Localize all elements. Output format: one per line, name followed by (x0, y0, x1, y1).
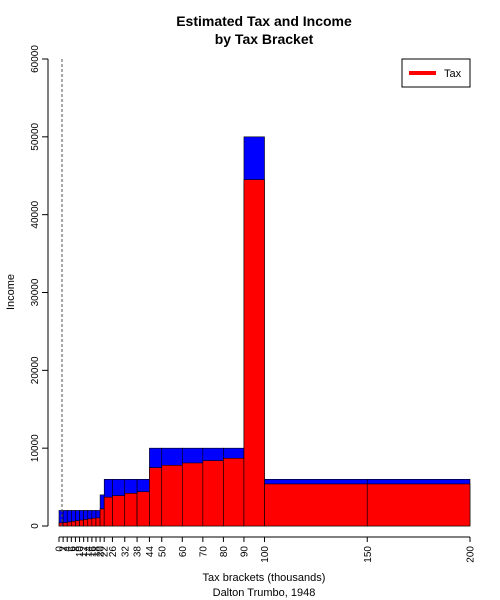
tax-bar-4 (75, 520, 80, 527)
x-tick-label-11: 22 (100, 546, 111, 558)
tax-bar-21 (264, 483, 368, 527)
x-axis-label: Tax brackets (thousands) (203, 572, 326, 584)
x-tick-label-21: 100 (260, 546, 271, 563)
tax-bar-16 (161, 464, 183, 527)
tax-bar-19 (223, 457, 245, 527)
x-tick-label-5: 10 (75, 546, 86, 558)
x-tick-label-3: 6 (67, 546, 78, 552)
x-tick-label-8: 16 (87, 546, 98, 558)
tax-bar-15 (149, 467, 163, 527)
x-tick-label-15: 44 (145, 546, 156, 558)
tax-bar-5 (79, 519, 84, 527)
x-tick-label-22: 150 (363, 546, 374, 563)
x-tick-label-0: 0 (55, 546, 66, 552)
x-tick-label-18: 70 (198, 546, 209, 558)
tax-bar-12 (112, 495, 126, 527)
tax-bar-17 (182, 462, 204, 527)
tax-bar-10 (99, 508, 105, 527)
y-tick-label-6: 60000 (30, 45, 41, 73)
x-tick-label-7: 14 (83, 546, 94, 558)
x-tick-label-6: 12 (79, 546, 90, 558)
legend-tax-label: Tax (444, 68, 462, 80)
tax-bar-13 (124, 493, 138, 527)
bars-group (58, 136, 471, 527)
x-tick-label-10: 20 (96, 546, 107, 558)
chart-title-line-1: Estimated Tax and Income (176, 13, 352, 29)
x-tick-label-1: 2 (59, 546, 70, 552)
x-tick-label-19: 80 (219, 546, 230, 558)
x-tick-label-14: 38 (133, 546, 144, 558)
x-tick-label-12: 26 (108, 546, 119, 558)
x-tick-label-20: 90 (239, 546, 250, 558)
tax-bar-20 (243, 179, 265, 527)
x-tick-label-17: 60 (178, 546, 189, 558)
tax-bar-6 (83, 519, 89, 527)
tax-bar-2 (66, 521, 72, 527)
chart-title-line-2: by Tax Bracket (215, 31, 314, 47)
y-tick-label-3: 30000 (30, 278, 41, 306)
tax-bar-7 (87, 518, 93, 527)
tax-bar-1 (62, 522, 68, 527)
x-tick-label-23: 200 (466, 546, 477, 563)
y-axis: 0 10000 20000 30000 40000 50000 60000 (30, 45, 49, 529)
x-tick-label-2: 4 (63, 546, 74, 552)
legend: Tax (401, 58, 471, 88)
tax-bar-22 (366, 483, 471, 527)
tax-bar-14 (136, 491, 150, 527)
tax-bar-11 (103, 496, 113, 527)
y-tick-label-0: 0 (30, 523, 41, 529)
x-tick-label-9: 18 (91, 546, 102, 558)
x-tick-label-4: 8 (71, 546, 82, 552)
y-axis-label: Income (5, 274, 17, 310)
tax-bar-8 (91, 517, 97, 527)
x-tick-label-16: 50 (157, 546, 168, 558)
y-tick-label-2: 20000 (30, 356, 41, 384)
x-tick-label-13: 32 (120, 546, 131, 558)
chart-subtitle: Dalton Trumbo, 1948 (213, 587, 316, 599)
tax-bar-18 (202, 460, 224, 527)
y-tick-label-4: 40000 (30, 200, 41, 228)
y-tick-label-1: 10000 (30, 434, 41, 462)
tax-bar-3 (71, 521, 76, 527)
tax-bar-9 (95, 517, 101, 527)
y-tick-label-5: 50000 (30, 122, 41, 150)
